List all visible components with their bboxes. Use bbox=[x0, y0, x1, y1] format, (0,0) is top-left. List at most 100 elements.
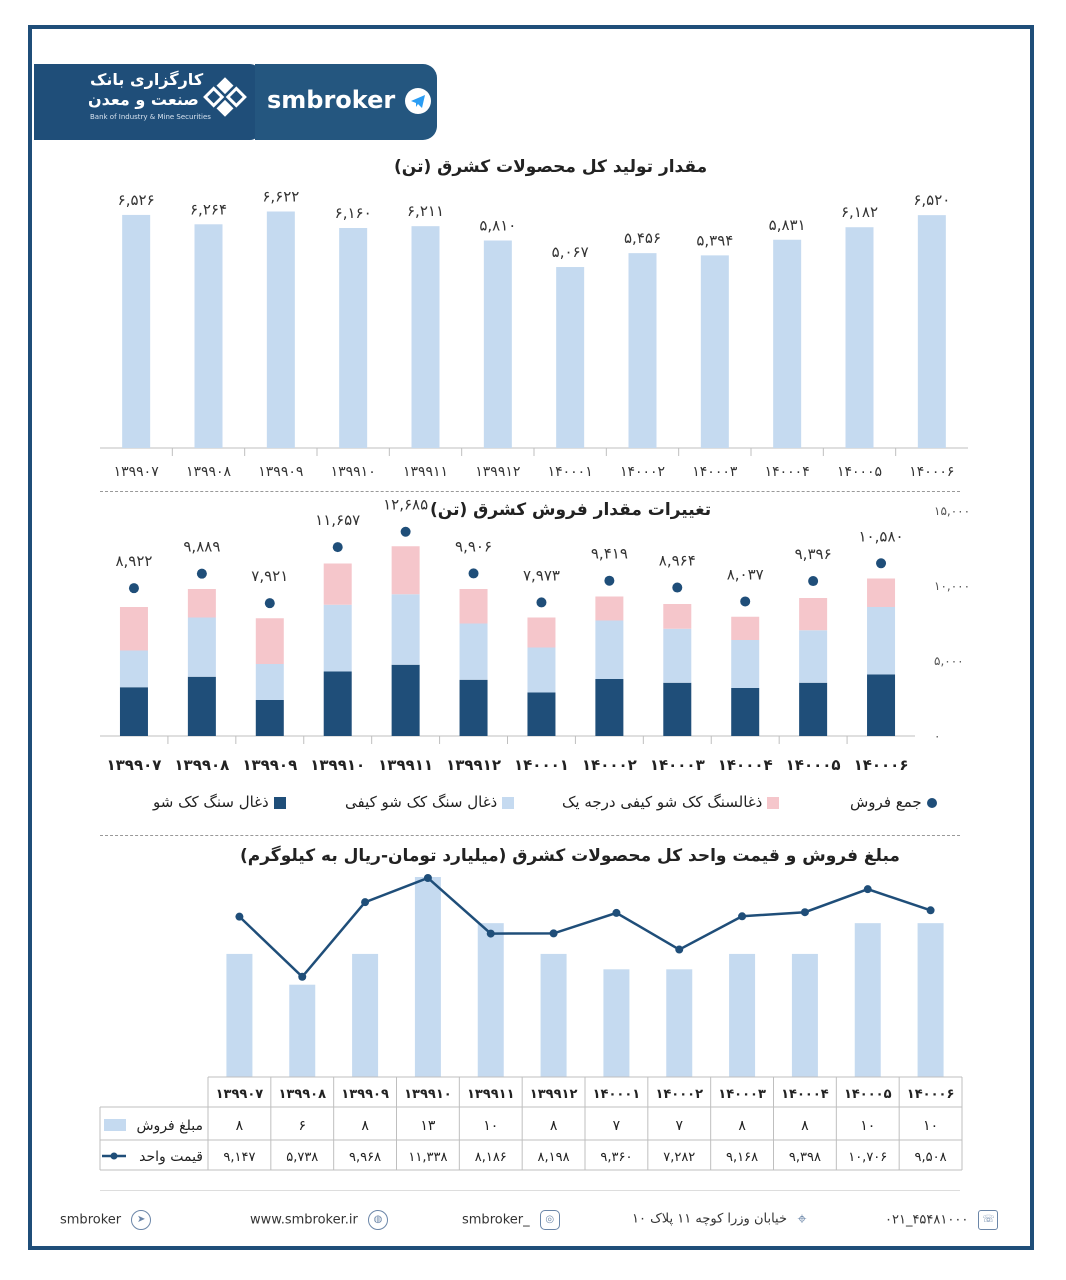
legend-coking: ذغال سنگ کک شو bbox=[153, 793, 286, 811]
sales-stack-segment bbox=[663, 682, 692, 736]
logo-subtitle: Bank of Industry & Mine Securities bbox=[90, 113, 211, 121]
legend-grade1-swatch bbox=[767, 796, 780, 809]
production-bar bbox=[628, 253, 657, 448]
total-sales-dot bbox=[740, 596, 751, 607]
phone-icon: ☏ bbox=[978, 1210, 999, 1230]
sales-x-tick: ۱۴۰۰۰۱ bbox=[514, 756, 569, 774]
sales-stack-segment bbox=[119, 650, 148, 688]
sales-stack-segment bbox=[867, 578, 896, 607]
sales-stack-segment bbox=[323, 671, 352, 736]
revenue-value-cell: ۷ bbox=[675, 1118, 683, 1134]
revenue-value-cell: ۱۰ bbox=[923, 1118, 938, 1134]
production-x-tick: ۱۴۰۰۰۳ bbox=[692, 464, 738, 480]
sales-stack-segment bbox=[391, 546, 420, 595]
sales-stack-segment bbox=[255, 618, 284, 664]
sales-stack-segment bbox=[187, 617, 216, 677]
unit-price-point bbox=[549, 929, 558, 938]
sales-stack-segment bbox=[459, 589, 488, 624]
footer-website[interactable]: www.smbroker.ir ◍ bbox=[250, 1210, 388, 1230]
sales-x-tick: ۱۴۰۰۰۳ bbox=[650, 756, 705, 774]
sales-stack-segment bbox=[323, 604, 352, 672]
total-sales-dot bbox=[128, 583, 139, 594]
revenue-value-cell: ۱۰ bbox=[860, 1118, 875, 1134]
total-sales-label: ۹,۸۸۹ bbox=[183, 538, 220, 556]
sales-stack-segment bbox=[187, 676, 216, 736]
sales-stack-segment bbox=[187, 589, 216, 618]
total-sales-dot bbox=[196, 568, 207, 579]
sales-stack-segment bbox=[867, 674, 896, 736]
total-sales-label: ۸,۹۲۲ bbox=[115, 552, 152, 570]
total-sales-dot bbox=[332, 542, 343, 553]
footer-instagram[interactable]: smbroker_ ◎ bbox=[462, 1210, 560, 1230]
total-sales-label: ۹,۴۱۹ bbox=[591, 545, 628, 563]
logo-line2: صنعت و معدن bbox=[88, 90, 199, 109]
logo-band bbox=[34, 64, 260, 140]
sales-stack-segment bbox=[663, 628, 692, 683]
sales-stack-segment bbox=[119, 607, 148, 651]
unit-price-value-cell: ۹,۳۹۸ bbox=[789, 1150, 821, 1165]
production-bar-label: ۶,۵۲۰ bbox=[913, 191, 950, 209]
sales-stack-segment bbox=[459, 679, 488, 736]
unit-price-value-cell: ۹,۵۰۸ bbox=[915, 1150, 947, 1165]
revenue-x-tick: ۱۳۹۹۰۷ bbox=[216, 1087, 264, 1102]
sales-x-tick: ۱۳۹۹۱۲ bbox=[446, 756, 501, 774]
revenue-x-tick: ۱۳۹۹۱۲ bbox=[530, 1087, 578, 1102]
production-bar bbox=[194, 224, 223, 448]
revenue-value-cell: ۷ bbox=[613, 1118, 621, 1134]
sales-stack-segment bbox=[119, 687, 148, 736]
production-bar bbox=[773, 239, 802, 448]
total-sales-label: ۷,۹۷۳ bbox=[523, 566, 560, 584]
revenue-x-tick: ۱۴۰۰۰۴ bbox=[781, 1087, 829, 1102]
sales-x-tick: ۱۳۹۹۰۹ bbox=[242, 756, 297, 774]
unit-price-point bbox=[612, 908, 621, 917]
divider-2 bbox=[100, 835, 960, 836]
unit-price-value-cell: ۵,۷۳۸ bbox=[286, 1150, 318, 1165]
chart2-y-tick: ۱۰,۰۰۰ bbox=[934, 579, 970, 593]
sales-x-tick: ۱۴۰۰۰۵ bbox=[786, 756, 841, 774]
production-bar bbox=[266, 211, 295, 448]
footer-address: ⌖خیابان وزرا کوچه ۱۱ پلاک ۱۰ bbox=[632, 1210, 811, 1228]
logo-line1: کارگزاری بانک bbox=[90, 70, 204, 89]
production-bar-label: ۵,۸۱۰ bbox=[479, 217, 516, 235]
telegram-icon[interactable] bbox=[404, 87, 432, 115]
sales-x-tick: ۱۳۹۹۱۱ bbox=[378, 756, 433, 774]
sales-x-tick: ۱۴۰۰۰۴ bbox=[718, 756, 773, 774]
chart2-y-tick: ۵,۰۰۰ bbox=[934, 654, 964, 668]
unit-price-point bbox=[486, 929, 495, 938]
price-legend-marker bbox=[110, 1152, 118, 1160]
sales-stack-segment bbox=[391, 594, 420, 665]
revenue-legend-swatch bbox=[104, 1119, 126, 1131]
total-sales-dot bbox=[672, 582, 683, 593]
production-bar-label: ۵,۴۵۶ bbox=[624, 229, 661, 247]
footer-telegram[interactable]: smbroker ➤ bbox=[60, 1210, 152, 1230]
telegram-icon: ➤ bbox=[131, 1210, 152, 1230]
unit-price-point bbox=[361, 898, 370, 907]
revenue-value-cell: ۱۳ bbox=[420, 1118, 436, 1134]
production-bar bbox=[917, 215, 946, 448]
unit-price-point bbox=[423, 874, 432, 882]
production-bar-label: ۶,۱۸۲ bbox=[841, 203, 878, 221]
unit-price-value-cell: ۹,۱۴۷ bbox=[223, 1150, 255, 1165]
revenue-bar bbox=[289, 984, 316, 1077]
revenue-value-cell: ۸ bbox=[738, 1118, 746, 1134]
sales-x-tick: ۱۳۹۹۱۰ bbox=[310, 756, 365, 774]
production-x-tick: ۱۴۰۰۰۱ bbox=[548, 464, 593, 480]
production-bar bbox=[411, 226, 440, 448]
revenue-bar bbox=[729, 953, 756, 1077]
chart1-title: مقدار تولید کل محصولات کشرق (تن) bbox=[394, 157, 708, 177]
legend-quality: ذغال سنگ کک شو کیفی bbox=[345, 793, 515, 811]
sales-stack-segment bbox=[323, 563, 352, 605]
total-sales-label: ۱۱,۶۵۷ bbox=[315, 511, 360, 529]
sales-stack-segment bbox=[867, 607, 896, 675]
chart2-y-tick: ۰ bbox=[934, 729, 940, 743]
production-bar-label: ۶,۶۲۲ bbox=[262, 188, 299, 206]
legend-total-marker bbox=[926, 797, 937, 808]
sales-x-tick: ۱۴۰۰۰۲ bbox=[582, 756, 637, 774]
production-bar bbox=[483, 240, 512, 448]
revenue-bar bbox=[917, 923, 944, 1077]
bank-logo-icon bbox=[203, 77, 247, 117]
revenue-value-cell: ۸ bbox=[801, 1118, 809, 1134]
production-bar bbox=[556, 267, 585, 448]
sales-stack-segment bbox=[527, 617, 556, 648]
